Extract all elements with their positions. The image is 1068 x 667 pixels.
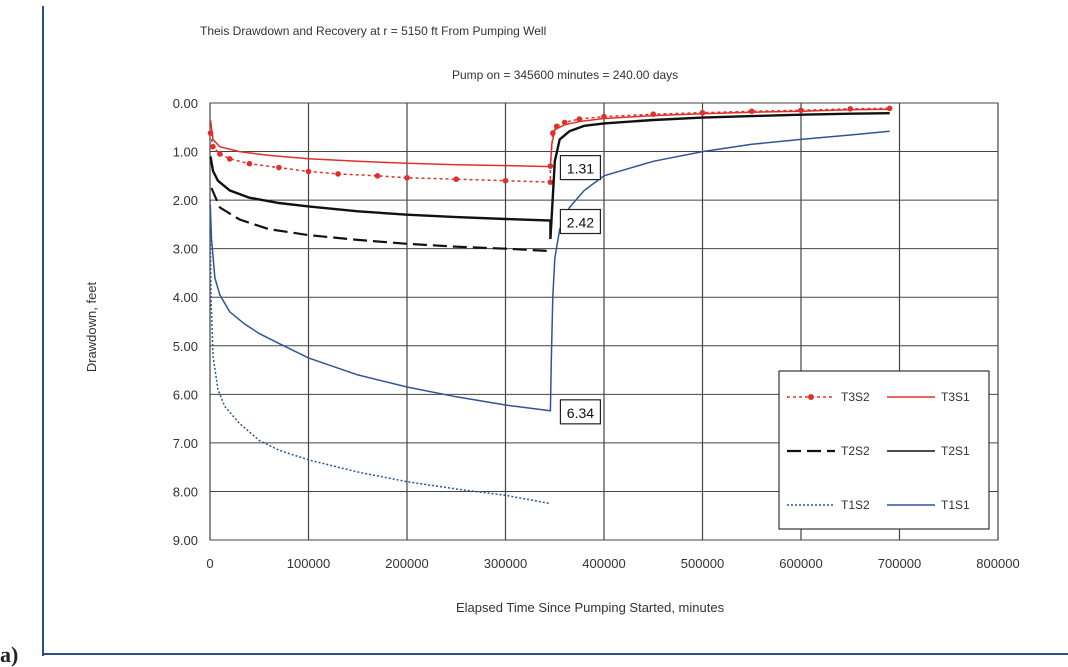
marker-t3s2 (748, 108, 755, 115)
marker-t3s2 (276, 164, 282, 171)
marker-t3s2 (886, 105, 893, 112)
x-tick-label: 0 (206, 556, 213, 571)
marker-t3s2 (453, 176, 460, 183)
x-tick-label: 500000 (681, 556, 724, 571)
callout-value: 6.34 (567, 405, 594, 421)
value-callouts: 1.31 2.42 6.34 (559, 155, 602, 425)
series-line-t1s1 (209, 130, 890, 412)
legend-label: T2S2 (841, 444, 870, 458)
panel-label: a) (0, 642, 19, 667)
y-tick-label: 9.00 (173, 533, 198, 548)
figure-frame-bottom (42, 653, 1068, 655)
y-tick-label: 8.00 (173, 484, 198, 499)
marker-t3s2 (847, 106, 854, 112)
marker-t3s2 (502, 177, 509, 184)
y-tick-label: 4.00 (173, 290, 198, 305)
y-tick-label: 3.00 (173, 242, 198, 257)
series-line-t1s2 (209, 200, 551, 505)
legend: T3S2 T3S1 T2S2 T2S1 T1S2 T1S1 (778, 370, 990, 530)
series-lines (207, 105, 893, 505)
callout-box (559, 155, 602, 181)
callout-value: 2.42 (567, 215, 594, 231)
callout-value: 1.31 (567, 161, 594, 177)
marker-t3s2 (246, 160, 253, 167)
x-axis-title: Elapsed Time Since Pumping Started, minu… (456, 600, 725, 615)
series-line-t2s1 (209, 112, 890, 240)
y-tick-label: 2.00 (173, 193, 198, 208)
legend-label: T1S1 (941, 498, 970, 512)
y-tick-label: 1.00 (173, 145, 198, 160)
legend-label: T3S2 (841, 390, 870, 404)
y-axis-title: Drawdown, feet (84, 281, 99, 372)
x-tick-label: 800000 (976, 556, 1019, 571)
marker-t3s2 (404, 174, 410, 181)
marker-t3s2 (226, 156, 233, 162)
marker-t3s2 (335, 171, 341, 177)
chart-title: Theis Drawdown and Recovery at r = 5150 … (200, 24, 546, 38)
y-axis-ticks: 0.00 1.00 2.00 3.00 4.00 5.00 6.00 7.00 8.00 9.00 (173, 96, 198, 548)
x-tick-label: 700000 (878, 556, 921, 571)
marker-t3s2 (217, 151, 223, 157)
marker-t3s2 (547, 179, 554, 185)
x-tick-label: 400000 (582, 556, 625, 571)
legend-marker (808, 394, 814, 400)
callout-box (559, 208, 602, 235)
legend-label: T3S1 (941, 390, 970, 404)
x-axis-ticks: 0 100000 200000 300000 400000 500000 600000 700… (206, 556, 1019, 571)
y-tick-label: 7.00 (173, 436, 198, 451)
legend-label: T1S2 (841, 498, 870, 512)
x-tick-label: 600000 (779, 556, 822, 571)
y-tick-label: 5.00 (173, 339, 198, 354)
marker-t3s2 (576, 116, 583, 122)
figure-frame-left (42, 6, 44, 656)
series-line-t3s1 (209, 108, 890, 168)
marker-t3s2 (305, 168, 312, 175)
x-tick-label: 100000 (287, 556, 330, 571)
marker-t3s2 (798, 107, 804, 114)
marker-t3s2 (699, 109, 706, 116)
marker-t3s2 (374, 173, 381, 179)
callout-box (559, 399, 602, 425)
legend-label: T2S1 (941, 444, 970, 458)
series-line-t3s2 (209, 107, 890, 183)
series-line-t2s2 (210, 187, 551, 253)
y-tick-label: 6.00 (173, 387, 198, 402)
y-tick-label: 0.00 (173, 96, 198, 111)
chart-subtitle: Pump on = 345600 minutes = 240.00 days (452, 68, 678, 82)
marker-t3s2 (210, 143, 216, 150)
x-tick-label: 200000 (385, 556, 428, 571)
x-tick-label: 300000 (484, 556, 527, 571)
